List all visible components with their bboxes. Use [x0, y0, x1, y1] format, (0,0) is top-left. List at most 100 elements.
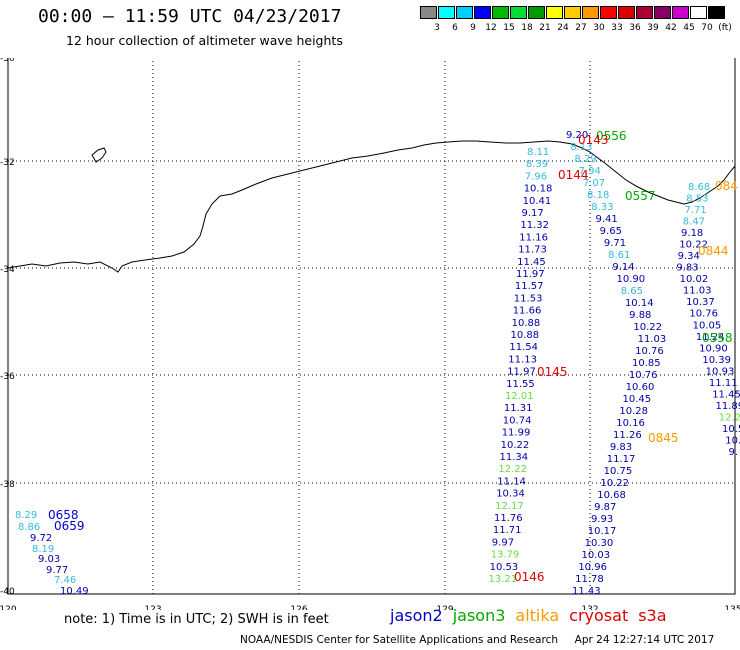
track-c-value: 9.83	[676, 263, 698, 274]
legend-label: 24	[557, 23, 569, 33]
track-a-value: 11.32	[520, 220, 549, 231]
latitude-label: -32	[0, 158, 15, 168]
track-a-value: 11.34	[500, 452, 529, 463]
track-a-value: 11.66	[513, 306, 542, 317]
satellite-s3a: s3a	[638, 606, 667, 625]
satellite-legend: jason2 jason3 altika cryosat s3a	[390, 606, 677, 625]
map-frame	[7, 58, 736, 595]
track-b-value: 11.78	[575, 574, 604, 585]
track-a-value: 11.53	[514, 293, 543, 304]
legend-label: 12	[485, 23, 497, 33]
track-d-value: 8.29	[15, 510, 37, 521]
legend-label: 45	[683, 23, 695, 33]
track-a-value: 8.11	[527, 147, 549, 158]
track-b-value: 10.75	[604, 466, 633, 477]
track-b-value: 10.16	[616, 418, 645, 429]
track-c-value: 10.8	[725, 435, 740, 446]
track-a-value: 8.39	[526, 159, 548, 170]
track-a-value: 10.22	[501, 440, 530, 451]
legend-swatch	[654, 6, 671, 19]
legend-label: 42	[665, 23, 677, 33]
track-c-value: 11.89	[715, 401, 740, 412]
track-a-value: 11.97	[507, 367, 536, 378]
track-b-value: 11.26	[613, 430, 642, 441]
legend-label: 6	[452, 23, 458, 33]
legend-swatch	[636, 6, 653, 19]
island-outline	[91, 147, 107, 163]
track-a-value: 11.99	[502, 428, 531, 439]
coastline	[7, 140, 736, 273]
track-a-value: 11.13	[508, 354, 537, 365]
track-b-value: 8.18	[587, 190, 609, 201]
track-a-value: 10.34	[496, 489, 525, 500]
legend-swatch	[546, 6, 563, 19]
track-b-value: 8.33	[591, 202, 613, 213]
track-b-value: 8.65	[621, 286, 643, 297]
track-b-value: 7.94	[579, 166, 601, 177]
track-a-value: 10.88	[511, 330, 540, 341]
track-a-value: 11.45	[517, 257, 546, 268]
legend-swatch	[564, 6, 581, 19]
track-a-value: 12.01	[505, 391, 534, 402]
track-c-value: 10.02	[680, 274, 709, 285]
track-b-value: 9.41	[595, 214, 617, 225]
track-b-value: 10.17	[588, 526, 617, 537]
longitude-label: 129	[436, 605, 453, 610]
track-a-value: 9.97	[492, 537, 514, 548]
pass-time-label: 0145	[537, 365, 568, 379]
chart-title: 00:00 – 11:59 UTC 04/23/2017	[38, 6, 342, 27]
longitude-label: 126	[290, 605, 307, 610]
legend-swatch	[438, 6, 455, 19]
track-c-value: 7.71	[685, 205, 707, 216]
legend-swatch	[600, 6, 617, 19]
track-b-value: 9.87	[594, 502, 616, 513]
track-b-value: 10.60	[626, 382, 655, 393]
track-b-value: 10.76	[629, 370, 658, 381]
track-c-value: 11.45	[712, 389, 740, 400]
footnote: note: 1) Time is in UTC; 2) SWH is in fe…	[64, 612, 329, 627]
pass-time-label: 0658	[48, 508, 79, 522]
track-c-value: 9.34	[678, 251, 700, 262]
wave-height-map: -30 -32 -34 -36 -38 -40 120 123 126 129 132 135 8.11…	[0, 58, 740, 610]
track-c-value: 9.18	[681, 228, 703, 239]
track-d-value: 8.86	[18, 522, 40, 533]
pass-time-label: 0143	[578, 133, 609, 147]
legend-swatch	[492, 6, 509, 19]
track-c-value: 11.24	[696, 332, 725, 343]
track-b-value: 9.20	[566, 130, 588, 141]
track-d-value: 9.03	[38, 554, 60, 565]
track-c-value: 10.22	[679, 240, 708, 251]
track-b-value: 10.22	[633, 322, 662, 333]
longitude-label: 132	[581, 605, 598, 610]
track-a-value: 11.97	[516, 269, 545, 280]
legend-label: 18	[521, 23, 533, 33]
track-d-value: 10.49	[60, 586, 89, 597]
legend-label: 15	[503, 23, 515, 33]
track-a-value: 11.71	[493, 525, 522, 536]
track-a-value: 11.73	[518, 245, 547, 256]
track-b-value: 9.88	[629, 310, 651, 321]
legend-swatch	[708, 6, 725, 19]
track-b-value: 11.03	[638, 334, 667, 345]
track-a-value: 11.55	[506, 379, 535, 390]
track-b-value: 9.14	[612, 262, 634, 273]
track-c-value: 11.11	[709, 378, 738, 389]
track-d-value: 7.46	[54, 575, 76, 586]
latitude-label: -40	[0, 587, 15, 597]
latitude-label: -34	[0, 265, 15, 275]
legend-label: 3	[434, 23, 440, 33]
track-a-value: 9.17	[522, 208, 544, 219]
track-c-value: 10.53	[722, 424, 740, 435]
legend-swatch	[420, 6, 437, 19]
track-b-value: 10.28	[619, 406, 648, 417]
longitude-label: 123	[144, 605, 161, 610]
track-c-value: 10.76	[689, 309, 718, 320]
track-a-value: 13.79	[491, 550, 520, 561]
track-a-value: 10.18	[524, 184, 553, 195]
legend-label: 39	[647, 23, 659, 33]
track-c-value: 10.39	[702, 355, 731, 366]
legend-label: (ft)	[718, 23, 732, 33]
legend-swatch	[456, 6, 473, 19]
track-b-value: 9.71	[604, 238, 626, 249]
legend-swatch	[528, 6, 545, 19]
